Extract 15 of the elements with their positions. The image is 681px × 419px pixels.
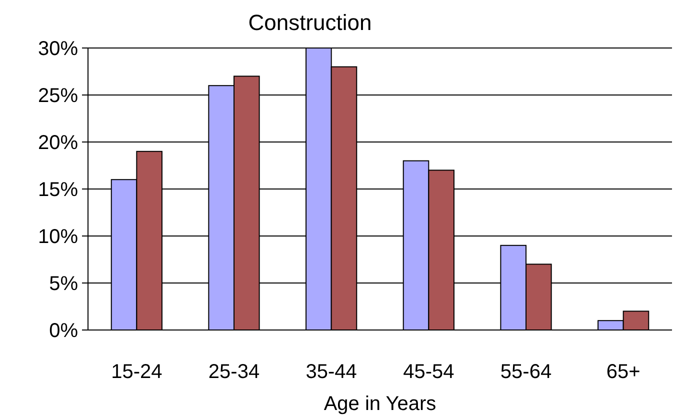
- x-axis-title: Age in Years: [324, 393, 436, 415]
- y-tick-label: 30%: [38, 38, 78, 60]
- chart-title: Construction: [248, 10, 372, 35]
- y-tick-label: 10%: [38, 226, 78, 248]
- x-tick-label: 35-44: [306, 361, 357, 383]
- x-tick-label: 65+: [606, 361, 640, 383]
- y-tick-label: 5%: [49, 273, 78, 295]
- y-tick-label: 20%: [38, 132, 78, 154]
- x-tick-label: 15-24: [111, 361, 162, 383]
- y-tick-label: 0%: [49, 320, 78, 342]
- x-tick-label: 45-54: [403, 361, 454, 383]
- x-tick-label: 55-64: [500, 361, 552, 383]
- y-tick-label: 25%: [38, 85, 78, 107]
- y-tick-label: 15%: [38, 179, 78, 201]
- x-tick-label: 25-34: [208, 361, 260, 383]
